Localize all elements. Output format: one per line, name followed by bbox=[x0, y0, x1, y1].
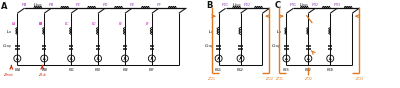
Text: $I_E$: $I_E$ bbox=[118, 20, 124, 28]
Text: $Z_{32}$: $Z_{32}$ bbox=[304, 75, 313, 83]
Text: $P_A$: $P_A$ bbox=[21, 2, 28, 9]
Text: $P_{22}$: $P_{22}$ bbox=[244, 2, 252, 9]
Text: $I_F$: $I_F$ bbox=[145, 20, 150, 28]
Text: $P_B$: $P_B$ bbox=[48, 2, 54, 9]
Text: $I_A$: $I_A$ bbox=[11, 20, 16, 28]
Text: $L_{bus}$: $L_{bus}$ bbox=[232, 2, 242, 9]
Text: $C_{cap}$: $C_{cap}$ bbox=[2, 42, 12, 51]
Text: $N_E$: $N_E$ bbox=[122, 67, 128, 74]
Text: $L_a$: $L_a$ bbox=[276, 28, 282, 36]
Text: $P_D$: $P_D$ bbox=[102, 2, 108, 9]
Text: $P_E$: $P_E$ bbox=[129, 2, 135, 9]
Text: $P_{32}$: $P_{32}$ bbox=[311, 2, 320, 9]
Text: $L_a$: $L_a$ bbox=[6, 28, 12, 36]
Text: B: B bbox=[206, 1, 213, 10]
Text: $P_{21}$: $P_{21}$ bbox=[222, 2, 230, 9]
Text: $I_D$: $I_D$ bbox=[91, 20, 97, 28]
Text: $N_{21}$: $N_{21}$ bbox=[214, 67, 223, 74]
Text: $N_C$: $N_C$ bbox=[68, 67, 75, 74]
Text: $Z_{sub}$: $Z_{sub}$ bbox=[38, 71, 47, 79]
Text: $L_{bus}$: $L_{bus}$ bbox=[33, 2, 43, 9]
Text: A: A bbox=[1, 2, 8, 11]
Text: $N_{32}$: $N_{32}$ bbox=[304, 67, 312, 74]
Text: $I_C$: $I_C$ bbox=[64, 20, 70, 28]
Text: $Z_{33}$: $Z_{33}$ bbox=[355, 75, 364, 83]
Text: $C_{cap}$: $C_{cap}$ bbox=[272, 42, 282, 51]
Text: $Z_{21}$: $Z_{21}$ bbox=[207, 75, 216, 83]
Text: $I_B$: $I_B$ bbox=[38, 20, 43, 28]
Text: $N_D$: $N_D$ bbox=[94, 67, 102, 74]
Text: $N_F$: $N_F$ bbox=[148, 67, 155, 74]
Text: $P_{33}$: $P_{33}$ bbox=[333, 2, 341, 9]
Text: $L_{bus}$: $L_{bus}$ bbox=[299, 2, 309, 9]
Text: $I_B$: $I_B$ bbox=[38, 20, 43, 28]
Text: $L_a$: $L_a$ bbox=[208, 28, 214, 36]
Text: $Z_{main}$: $Z_{main}$ bbox=[3, 71, 14, 79]
Text: $P_C$: $P_C$ bbox=[75, 2, 82, 9]
Text: $P_{31}$: $P_{31}$ bbox=[289, 2, 298, 9]
Text: $Z_{22}$: $Z_{22}$ bbox=[265, 75, 274, 83]
Text: $N_B$: $N_B$ bbox=[41, 67, 48, 74]
Text: $C_{cap}$: $C_{cap}$ bbox=[204, 42, 214, 51]
Text: $P_F$: $P_F$ bbox=[156, 2, 162, 9]
Text: $N_{22}$: $N_{22}$ bbox=[236, 67, 245, 74]
Text: $N_{33}$: $N_{33}$ bbox=[326, 67, 334, 74]
Text: C: C bbox=[274, 1, 280, 10]
Text: $N_A$: $N_A$ bbox=[14, 67, 21, 74]
Text: $N_{31}$: $N_{31}$ bbox=[282, 67, 291, 74]
Text: $Z_{31}$: $Z_{31}$ bbox=[275, 75, 284, 83]
